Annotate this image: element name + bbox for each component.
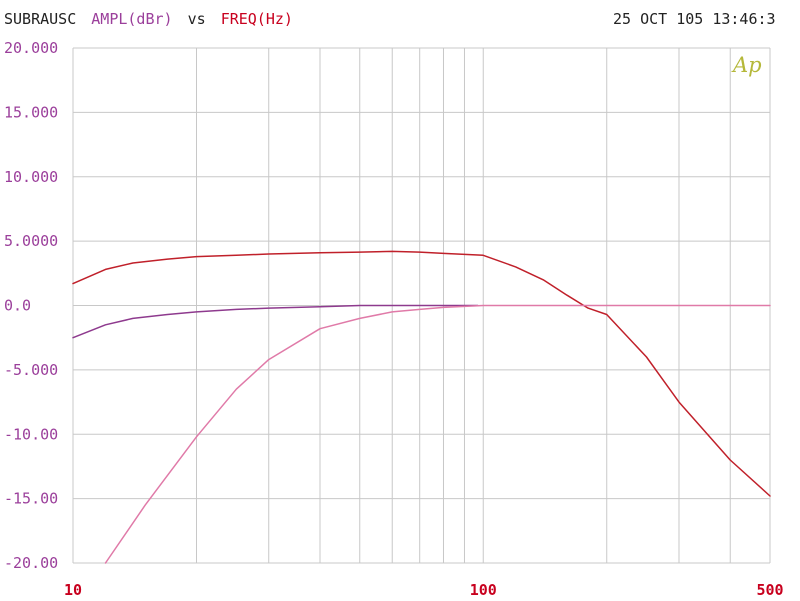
y-tick-label: 10.000: [4, 168, 58, 186]
y-tick-label: 0.0: [4, 297, 31, 315]
chart-title: SUBRAUSC AMPL(dBr) vs FREQ(Hz): [4, 10, 293, 28]
y-tick-label: -10.00: [4, 425, 58, 443]
x-tick-labels: 10 100 500: [64, 581, 784, 599]
title-vs: vs: [188, 10, 206, 28]
y-tick-labels: 20.000 15.000 10.000 5.0000 0.0 -5.000 -10.00 -…: [4, 39, 58, 572]
title-name: SUBRAUSC: [4, 10, 76, 28]
series-line-2: [72, 304, 479, 339]
x-tick-label: 100: [470, 581, 497, 599]
y-tick-label: 20.000: [4, 39, 58, 57]
x-tick-label: 500: [756, 581, 783, 599]
x-tick-label: 10: [64, 581, 82, 599]
series-lines: [72, 250, 771, 564]
y-tick-label: 5.0000: [4, 232, 58, 250]
ap-logo: Ap: [731, 53, 762, 77]
series-line-3: [104, 304, 771, 564]
y-tick-label: -5.000: [4, 361, 58, 379]
y-tick-label: -20.00: [4, 554, 58, 572]
series-line-1: [72, 250, 771, 497]
y-tick-label: -15.00: [4, 490, 58, 508]
x-axis-label: FREQ(Hz): [221, 10, 293, 28]
y-tick-label: 15.000: [4, 103, 58, 121]
y-axis-label: AMPL(dBr): [91, 10, 172, 28]
timestamp: 25 OCT 105 13:46:3: [613, 10, 776, 28]
